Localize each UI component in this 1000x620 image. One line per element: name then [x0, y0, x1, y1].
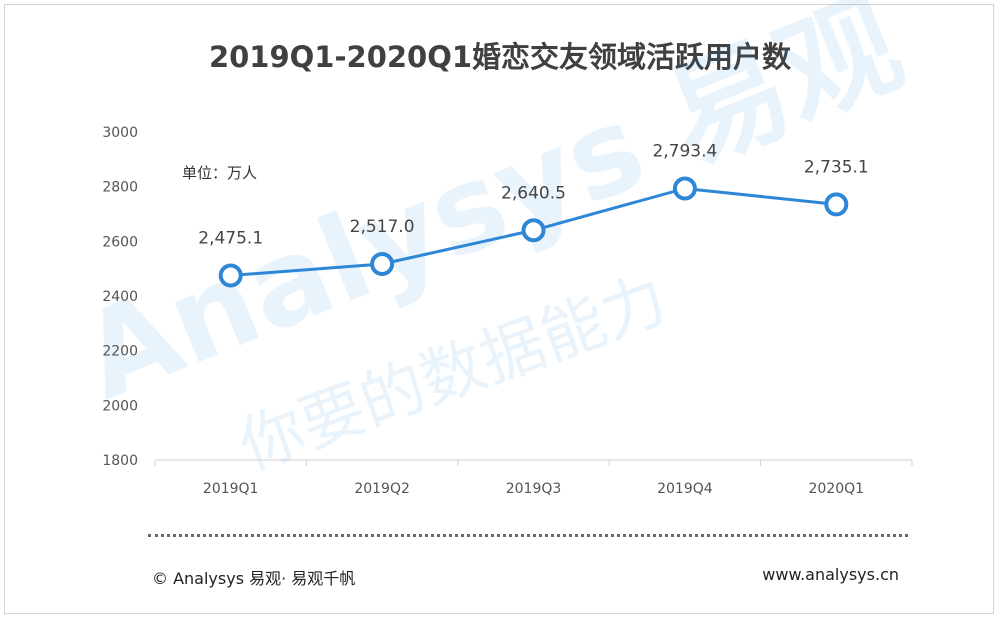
data-point [824, 192, 849, 217]
data-point [672, 176, 697, 201]
data-points [218, 176, 849, 288]
x-tick-label: 2019Q2 [354, 481, 410, 497]
y-tick-label: 2200 [102, 344, 138, 360]
data-point [218, 263, 243, 288]
data-label: 2,475.1 [198, 228, 263, 248]
data-point [370, 252, 395, 277]
y-tick-label: 2000 [102, 398, 138, 414]
footer-divider [148, 534, 908, 537]
data-point [521, 218, 546, 243]
chart-title: 2019Q1-2020Q1婚恋交友领域活跃用户数 [208, 40, 792, 74]
y-axis: 3000 2800 2600 2400 2200 2000 1800 [102, 125, 138, 469]
y-tick-label: 2400 [102, 289, 138, 305]
data-label: 2,793.4 [652, 141, 717, 161]
y-tick-label: 2800 [102, 180, 138, 196]
watermark: Analysys 易观 你要的数据能力 [64, 0, 919, 485]
unit-label: 单位：万人 [182, 164, 257, 182]
y-tick-label: 3000 [102, 125, 138, 141]
data-label: 2,517.0 [350, 217, 415, 237]
data-labels: 2,475.1 2,517.0 2,640.5 2,793.4 2,735.1 [198, 141, 868, 248]
x-tick-label: 2020Q1 [809, 481, 865, 497]
x-tick-label: 2019Q1 [203, 481, 259, 497]
chart-frame [4, 4, 994, 614]
footer-copyright: © Analysys 易观· 易观千帆 [152, 569, 356, 588]
y-tick-label: 2600 [102, 234, 138, 250]
data-label: 2,735.1 [804, 157, 869, 177]
footer-website[interactable]: www.analysys.cn [762, 565, 899, 584]
y-tick-label: 1800 [102, 453, 138, 469]
x-tick-label: 2019Q3 [506, 481, 562, 497]
data-label: 2,640.5 [501, 183, 566, 203]
x-tick-label: 2019Q4 [657, 481, 713, 497]
x-axis: 2019Q1 2019Q2 2019Q3 2019Q4 2020Q1 [154, 460, 913, 497]
